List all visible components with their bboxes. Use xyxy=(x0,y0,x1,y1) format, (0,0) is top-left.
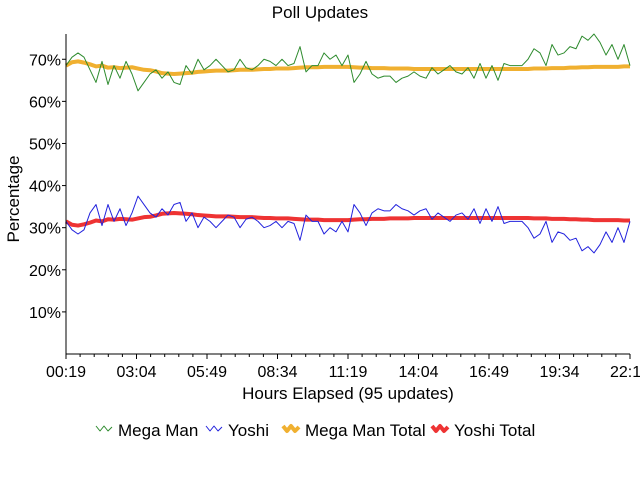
y-tick-label: 30% xyxy=(29,221,61,238)
legend-label: Mega Man Total xyxy=(305,421,426,440)
legend-label: Yoshi Total xyxy=(454,421,535,440)
x-tick-label: 19:34 xyxy=(539,364,579,381)
y-tick-label: 10% xyxy=(29,305,61,322)
legend-swatch xyxy=(95,425,113,432)
legend-item-yoshi: Yoshi xyxy=(205,421,269,440)
legend: Mega Man Yoshi Mega Man Total Yoshi Total xyxy=(95,421,535,440)
legend-swatch xyxy=(205,425,223,432)
x-tick-label: 00:19 xyxy=(46,364,86,381)
y-tick-label: 20% xyxy=(29,263,61,280)
y-tick-label: 40% xyxy=(29,179,61,196)
x-tick-label: 14:04 xyxy=(398,364,438,381)
x-tick-label: 22:19 xyxy=(610,364,640,381)
legend-label: Mega Man xyxy=(118,421,198,440)
plot-area xyxy=(65,33,631,254)
y-tick-label: 50% xyxy=(29,136,61,153)
x-tick-label: 16:49 xyxy=(469,364,509,381)
x-tick-label: 11:19 xyxy=(329,364,368,381)
x-axis-label: Hours Elapsed (95 updates) xyxy=(242,384,454,403)
y-axis-label: Percentage xyxy=(4,156,23,243)
x-tick-label: 03:04 xyxy=(116,364,156,381)
legend-item-yoshi-total: Yoshi Total xyxy=(430,421,535,440)
y-tick-label: 70% xyxy=(29,52,61,69)
legend-label: Yoshi xyxy=(228,421,269,440)
x-axis-ticks: 00:19 03:04 05:49 08:34 11:19 14:04 16:49 19:34… xyxy=(46,354,640,381)
legend-swatch xyxy=(281,424,301,433)
legend-item-mega-man: Mega Man xyxy=(95,421,198,440)
y-tick-label: 60% xyxy=(29,94,61,111)
x-tick-label: 08:34 xyxy=(257,364,297,381)
x-tick-label: 05:49 xyxy=(187,364,227,381)
legend-item-mega-man-total: Mega Man Total xyxy=(281,421,426,440)
legend-swatch xyxy=(430,424,450,433)
series-line-yoshi xyxy=(65,195,631,254)
series-line-mega-man-total xyxy=(65,59,630,76)
chart-title: Poll Updates xyxy=(272,3,368,22)
y-axis-ticks: 10% 20% 30% 40% 50% 60% 70% xyxy=(29,52,66,322)
series-line-mega-man xyxy=(65,33,631,92)
series-line-yoshi-total xyxy=(65,210,630,228)
